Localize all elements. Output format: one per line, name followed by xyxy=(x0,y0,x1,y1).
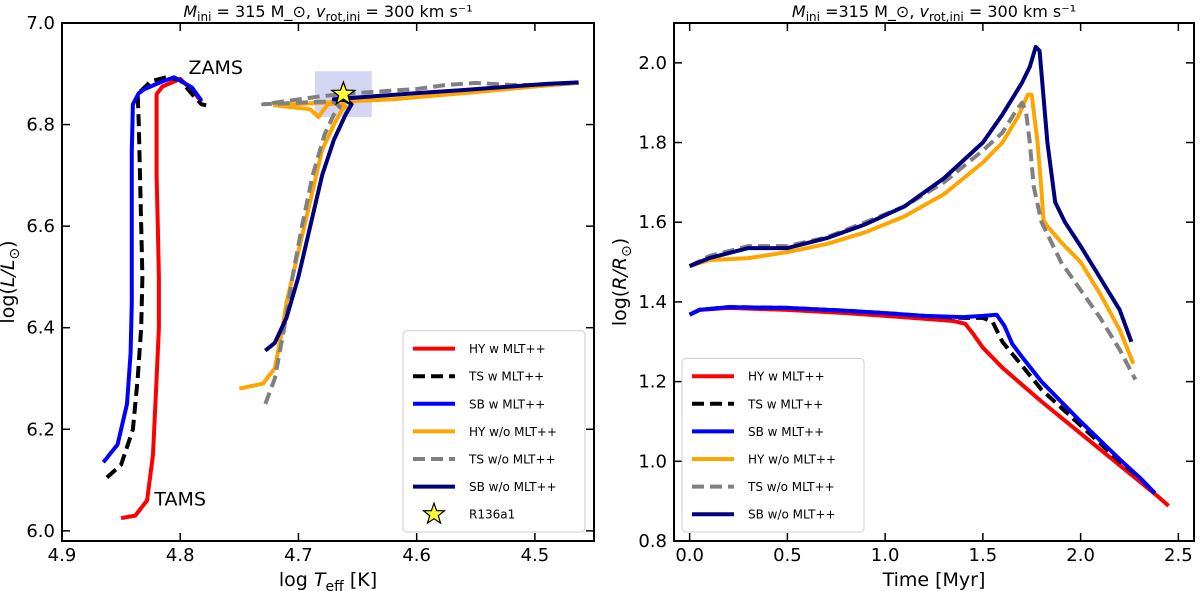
legend-label-ts-w-mlt-: TS w MLT++ xyxy=(747,397,823,411)
series-line-ts-w-o-mlt- xyxy=(688,100,1138,381)
legend-swatch-r136a1 xyxy=(421,501,447,525)
y-axis-label: log(L/L⊙) xyxy=(0,240,23,323)
annotation-zams: ZAMS xyxy=(188,57,242,79)
plot-area xyxy=(101,71,579,521)
legend-box xyxy=(402,330,586,533)
legend-box xyxy=(681,357,865,533)
legend-label-hy-w-o-mlt-: HY w/o MLT++ xyxy=(748,453,836,467)
series-line-ts-w-mlt- xyxy=(105,75,207,479)
radius-time-panel: Mini =315 M_⊙, vrot,ini = 300 km s⁻¹0.0 0… xyxy=(609,2,1195,591)
y-tick-label: 6.6 xyxy=(26,216,55,237)
x-tick-label: 1.5 xyxy=(969,545,998,566)
legend-label-hy-w-mlt-: HY w MLT++ xyxy=(748,370,825,384)
y-tick-label: 6.2 xyxy=(26,419,55,440)
x-axis: 0.0 0.5 1.0 1.5 2.0 2.5 xyxy=(675,23,1193,566)
y-tick-label: 6.4 xyxy=(26,318,55,339)
legend-label-ts-w-mlt-: TS w MLT++ xyxy=(468,370,544,384)
series-line-sb-w-mlt- xyxy=(101,75,204,464)
r136a1-star-marker xyxy=(330,80,357,106)
panel-title: Mini =315 M_⊙, vrot,ini = 300 km s⁻¹ xyxy=(792,2,1076,24)
x-tick-label: 4.7 xyxy=(284,545,313,566)
x-tick-label: 0.5 xyxy=(773,545,802,566)
y-tick-label: 6.8 xyxy=(26,115,55,136)
y-tick-label: 2.0 xyxy=(638,53,667,74)
y-tick-label: 7.0 xyxy=(26,13,55,34)
y-axis-label: log(R/R⊙) xyxy=(609,238,635,326)
annotation-tams: TAMS xyxy=(153,488,206,510)
x-axis: 4.9 4.8 4.7 4.6 4.5 xyxy=(48,23,550,566)
legend-label-hy-w-o-mlt-: HY w/o MLT++ xyxy=(469,425,557,439)
series-line-sb-w-mlt- xyxy=(688,305,1157,495)
x-tick-label: 4.9 xyxy=(48,545,77,566)
y-tick-label: 1.6 xyxy=(638,212,667,233)
legend-label-ts-w-o-mlt-: TS w/o MLT++ xyxy=(468,453,556,467)
y-tick-label: 1.0 xyxy=(638,451,667,472)
x-tick-label: 4.8 xyxy=(166,545,195,566)
legend-label-sb-w-mlt-: SB w MLT++ xyxy=(748,425,824,439)
legend-label-ts-w-o-mlt-: TS w/o MLT++ xyxy=(747,480,835,494)
y-tick-label: 1.2 xyxy=(638,372,667,393)
y-axis: 6.0 6.2 6.4 6.6 6.8 7.0 xyxy=(26,13,594,542)
x-tick-label: 4.6 xyxy=(402,545,431,566)
series-line-sb-w-o-mlt- xyxy=(264,80,579,353)
legend: HY w MLT++ TS w MLT++ SB w MLT++ HY w/o MLT… xyxy=(402,330,586,533)
y-axis: 0.8 1.0 1.2 1.4 1.6 1.8 2.0 xyxy=(638,53,1194,552)
x-tick-label: 2.5 xyxy=(1164,545,1193,566)
y-tick-label: 1.4 xyxy=(638,292,667,313)
axes-frame xyxy=(673,22,1195,542)
series-line-hy-w-o-mlt- xyxy=(689,92,1136,365)
legend-label-sb-w-o-mlt-: SB w/o MLT++ xyxy=(748,508,836,522)
x-axis-label: log Teff [K] xyxy=(279,569,377,591)
legend-label-hy-w-mlt-: HY w MLT++ xyxy=(469,342,546,356)
hr-diagram-panel: Mini = 315 M_⊙, vrot,ini = 300 km s⁻¹4.9… xyxy=(0,2,595,591)
x-tick-label: 4.5 xyxy=(521,545,550,566)
y-tick-label: 1.8 xyxy=(638,133,667,154)
axes-frame xyxy=(61,22,595,542)
x-axis-label: Time [Myr] xyxy=(882,569,986,591)
panel-title: Mini = 315 M_⊙, vrot,ini = 300 km s⁻¹ xyxy=(183,2,472,24)
legend-label-sb-w-o-mlt-: SB w/o MLT++ xyxy=(469,480,557,494)
series-line-hy-w-mlt- xyxy=(120,76,204,521)
legend: HY w MLT++ TS w MLT++ SB w MLT++ HY w/o MLT… xyxy=(681,357,865,533)
series-line-sb-w-o-mlt- xyxy=(688,44,1134,343)
plot-area xyxy=(688,44,1170,508)
x-tick-label: 2.0 xyxy=(1066,545,1095,566)
x-tick-label: 1.0 xyxy=(871,545,900,566)
y-tick-label: 0.8 xyxy=(638,531,667,552)
legend-label-sb-w-mlt-: SB w MLT++ xyxy=(469,397,545,411)
y-tick-label: 6.0 xyxy=(26,521,55,542)
x-tick-label: 0.0 xyxy=(675,545,704,566)
series-line-ts-w-o-mlt- xyxy=(261,80,579,405)
legend-label-r136a1: R136a1 xyxy=(469,508,515,522)
